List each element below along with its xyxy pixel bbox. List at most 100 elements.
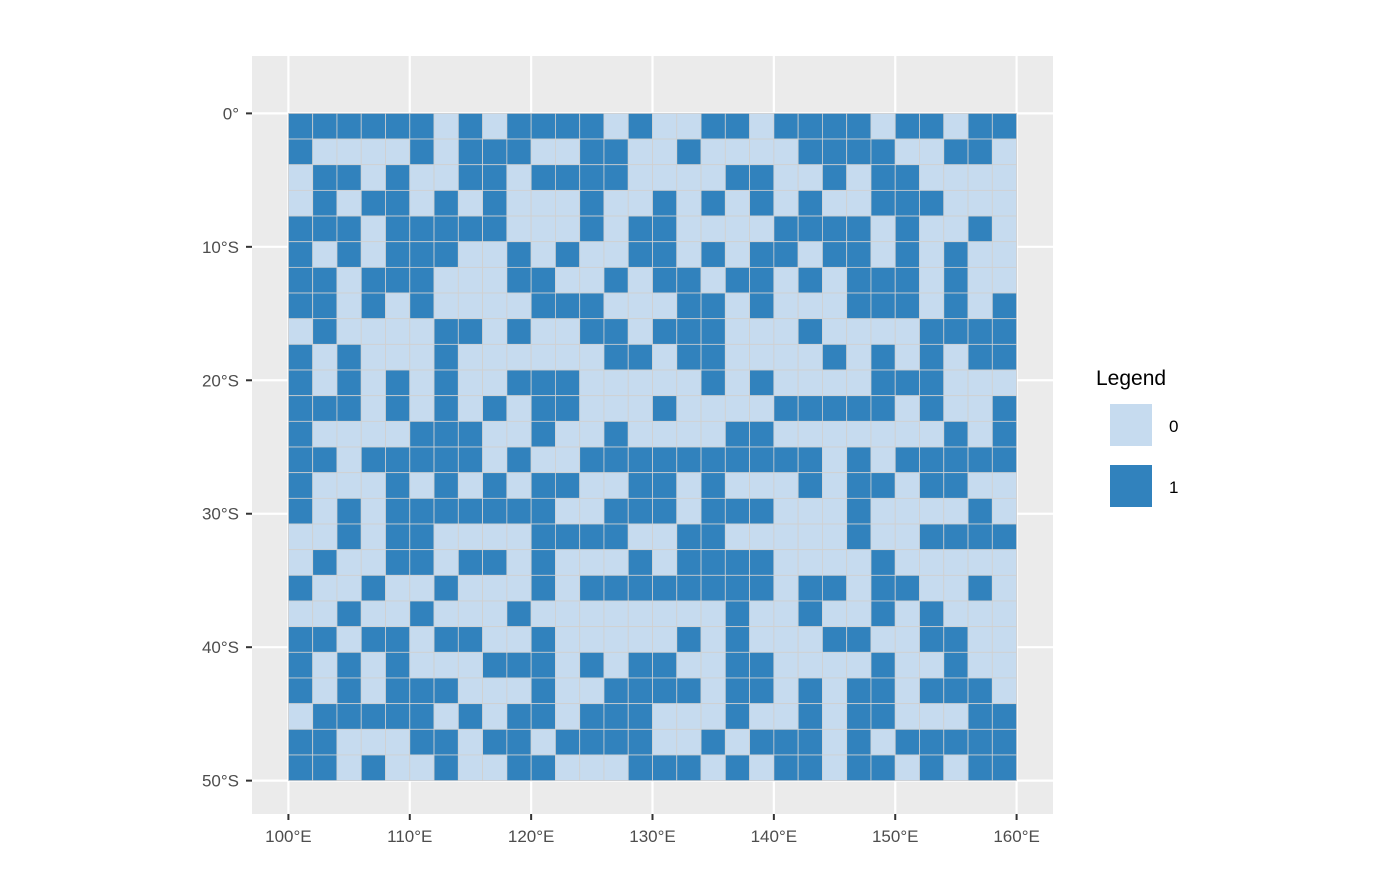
heatmap-cell xyxy=(385,472,411,499)
heatmap-cell xyxy=(943,626,969,653)
heatmap-cell xyxy=(943,420,969,448)
heatmap-cell xyxy=(652,446,678,474)
heatmap-cell xyxy=(312,677,338,705)
heatmap-cell xyxy=(943,754,969,782)
heatmap-cell xyxy=(530,472,556,499)
heatmap-cell xyxy=(991,703,1017,730)
heatmap-cell xyxy=(385,600,411,628)
heatmap-cell xyxy=(773,728,799,756)
heatmap-cell xyxy=(627,164,653,191)
heatmap-cell xyxy=(385,626,411,653)
heatmap-cell xyxy=(506,369,532,397)
heatmap-cell xyxy=(991,215,1017,243)
heatmap-cell xyxy=(967,189,993,217)
heatmap-cell xyxy=(530,497,556,525)
heatmap-cell xyxy=(773,703,799,730)
heatmap-cell xyxy=(579,164,605,191)
heatmap-cell xyxy=(724,677,750,705)
heatmap-cell xyxy=(312,369,338,397)
heatmap-cell xyxy=(822,472,848,499)
heatmap-cell xyxy=(603,703,629,730)
heatmap-cell xyxy=(773,138,799,166)
heatmap-cell xyxy=(409,523,435,551)
heatmap-cell xyxy=(967,626,993,653)
heatmap-cell xyxy=(627,241,653,268)
heatmap-cell xyxy=(749,600,775,628)
heatmap-cell xyxy=(797,112,823,140)
heatmap-cell xyxy=(676,189,702,217)
heatmap-cell xyxy=(579,292,605,320)
heatmap-cell xyxy=(797,343,823,371)
heatmap-cell xyxy=(943,369,969,397)
heatmap-cell xyxy=(894,446,920,474)
x-axis: 100°E 110°E 120°E 130°E 140°E 150°E 160°E xyxy=(265,814,1040,846)
heatmap-cell xyxy=(482,318,508,345)
heatmap-cell xyxy=(919,343,945,371)
heatmap-cell xyxy=(846,574,872,602)
heatmap-cell xyxy=(652,523,678,551)
heatmap-cell xyxy=(409,292,435,320)
heatmap-cell xyxy=(360,395,386,422)
heatmap-cell xyxy=(700,266,726,294)
heatmap-cell xyxy=(603,112,629,140)
heatmap-cell xyxy=(482,651,508,679)
heatmap-cell xyxy=(312,472,338,499)
heatmap-cell xyxy=(967,138,993,166)
x-tick-label: 110°E xyxy=(387,827,432,846)
heatmap-cell xyxy=(385,395,411,422)
heatmap-cell xyxy=(506,703,532,730)
heatmap-cell xyxy=(336,523,362,551)
heatmap-cell xyxy=(652,677,678,705)
heatmap-cell xyxy=(943,343,969,371)
heatmap-cell xyxy=(482,497,508,525)
heatmap-cell xyxy=(555,497,581,525)
x-tick-label: 120°E xyxy=(508,827,555,846)
heatmap-cell xyxy=(336,369,362,397)
heatmap-cell xyxy=(724,292,750,320)
heatmap-cell xyxy=(627,292,653,320)
heatmap-cell xyxy=(943,241,969,268)
heatmap-cell xyxy=(700,369,726,397)
heatmap-cell xyxy=(603,343,629,371)
heatmap-cell xyxy=(724,189,750,217)
heatmap-cell xyxy=(603,189,629,217)
heatmap-cell xyxy=(457,138,483,166)
heatmap-cell xyxy=(603,472,629,499)
heatmap-cell xyxy=(312,523,338,551)
heatmap-cell xyxy=(457,395,483,422)
legend-title: Legend xyxy=(1096,367,1166,390)
heatmap-cell xyxy=(288,523,314,551)
heatmap-cell xyxy=(919,369,945,397)
heatmap-cell xyxy=(797,523,823,551)
heatmap-cell xyxy=(919,395,945,422)
heatmap-cell xyxy=(870,343,896,371)
heatmap-cell xyxy=(482,472,508,499)
heatmap-cell xyxy=(700,318,726,345)
heatmap-cell xyxy=(991,395,1017,422)
heatmap-cell xyxy=(288,651,314,679)
heatmap-cell xyxy=(312,420,338,448)
heatmap-cell xyxy=(579,189,605,217)
heatmap-cell xyxy=(360,754,386,782)
heatmap-cell xyxy=(555,574,581,602)
heatmap-cell xyxy=(822,292,848,320)
heatmap-cell xyxy=(555,164,581,191)
heatmap-cell xyxy=(603,651,629,679)
heatmap-cell xyxy=(870,215,896,243)
heatmap-cell xyxy=(288,138,314,166)
heatmap-cell xyxy=(894,600,920,628)
heatmap-cell xyxy=(409,215,435,243)
heatmap-cell xyxy=(749,651,775,679)
heatmap-cell xyxy=(457,549,483,576)
heatmap-cell xyxy=(360,292,386,320)
heatmap-cell xyxy=(433,112,459,140)
heatmap-cell xyxy=(409,369,435,397)
heatmap-cell xyxy=(457,266,483,294)
heatmap-cell xyxy=(652,549,678,576)
heatmap-cell xyxy=(433,549,459,576)
heatmap-cell xyxy=(797,754,823,782)
heatmap-cell xyxy=(336,703,362,730)
heatmap-cell xyxy=(919,651,945,679)
heatmap-cell xyxy=(894,189,920,217)
heatmap-cell xyxy=(506,266,532,294)
